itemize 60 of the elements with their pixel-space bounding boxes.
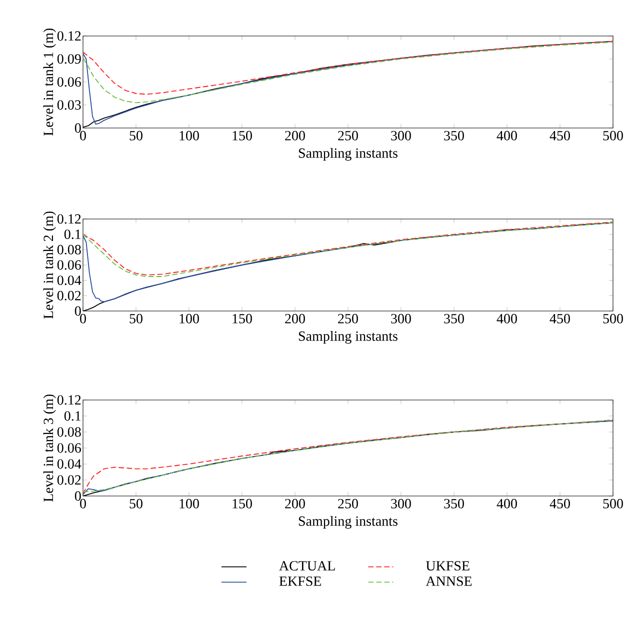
x-tick-label: 500 bbox=[603, 498, 623, 508]
line-series bbox=[83, 42, 614, 104]
x-tick-label: 300 bbox=[391, 498, 411, 508]
x-tick-label: 150 bbox=[232, 130, 252, 140]
y-tick-label: 0.1 bbox=[64, 230, 81, 240]
x-tick-label: 350 bbox=[444, 314, 464, 324]
x-tick-label: 450 bbox=[550, 130, 570, 140]
x-tick-label: 100 bbox=[180, 314, 199, 324]
x-tick-label: 500 bbox=[603, 130, 623, 140]
y-axis-title: Level in tank 3 (m) bbox=[43, 394, 56, 502]
y-tick-label: 0.12 bbox=[57, 214, 81, 224]
x-tick-label: 150 bbox=[232, 314, 252, 324]
y-tick-label: 0.12 bbox=[57, 31, 81, 41]
y-axis-title: Level in tank 1 (m) bbox=[43, 28, 56, 136]
x-tick-label: 200 bbox=[285, 314, 305, 324]
y-tick-label: 0 bbox=[74, 491, 81, 501]
y-tick-label: 0.02 bbox=[57, 475, 81, 485]
legend-label: UKFSE bbox=[426, 561, 470, 571]
y-axis-title: Level in tank 2 (m) bbox=[43, 212, 56, 319]
x-tick-label: 350 bbox=[444, 498, 464, 508]
x-tick-label: 150 bbox=[232, 498, 252, 508]
x-tick-label: 200 bbox=[285, 130, 305, 140]
y-tick-label: 0 bbox=[74, 123, 81, 133]
x-tick-label: 200 bbox=[285, 498, 305, 508]
x-axis-title: Sampling instants bbox=[298, 148, 398, 161]
y-tick-label: 0.1 bbox=[64, 411, 81, 421]
y-tick-label: 0.02 bbox=[57, 290, 81, 300]
y-tick-label: 0.09 bbox=[57, 54, 81, 64]
y-tick-label: 0.08 bbox=[57, 244, 81, 254]
x-tick-label: 300 bbox=[391, 314, 411, 324]
y-tick-label: 0.08 bbox=[57, 427, 81, 437]
x-tick-label: 450 bbox=[550, 314, 570, 324]
x-tick-label: 350 bbox=[444, 130, 464, 140]
x-tick-label: 50 bbox=[130, 314, 142, 324]
x-tick-label: 250 bbox=[338, 130, 358, 140]
y-tick-label: 0.06 bbox=[57, 260, 81, 270]
y-tick-label: 0 bbox=[74, 306, 81, 316]
x-tick-label: 50 bbox=[130, 498, 142, 508]
x-tick-label: 250 bbox=[338, 314, 358, 324]
y-tick-label: 0.04 bbox=[57, 459, 82, 469]
x-tick-label: 500 bbox=[603, 314, 623, 324]
x-tick-label: 50 bbox=[130, 130, 142, 140]
x-tick-label: 400 bbox=[496, 130, 517, 140]
x-tick-label: 100 bbox=[180, 498, 199, 508]
y-tick-label: 0.12 bbox=[57, 395, 81, 405]
x-tick-label: 400 bbox=[496, 314, 517, 324]
y-tick-label: 0.06 bbox=[57, 443, 81, 453]
y-tick-label: 0.04 bbox=[57, 276, 82, 286]
x-tick-label: 100 bbox=[180, 130, 199, 140]
legend-label: ACTUAL bbox=[279, 561, 335, 571]
y-tick-label: 0.03 bbox=[57, 100, 81, 110]
legend-label: ANNSE bbox=[426, 576, 472, 586]
y-tick-label: 0.06 bbox=[57, 77, 81, 87]
x-tick-label: 250 bbox=[338, 498, 358, 508]
x-tick-label: 450 bbox=[550, 498, 570, 508]
legend-label: EKFSE bbox=[279, 576, 322, 586]
x-tick-label: 300 bbox=[391, 130, 411, 140]
x-axis-title: Sampling instants bbox=[298, 516, 398, 529]
x-axis-title: Sampling instants bbox=[298, 330, 398, 344]
x-tick-label: 400 bbox=[496, 498, 517, 508]
